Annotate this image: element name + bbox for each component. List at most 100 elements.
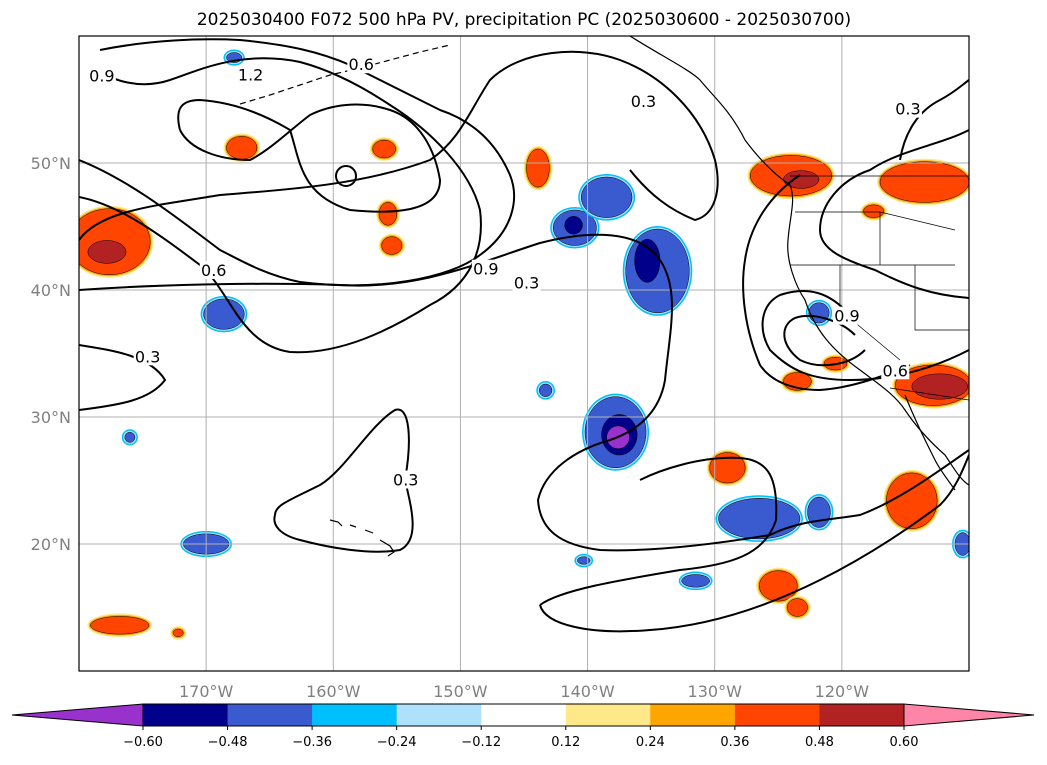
pv-contour-0-6 [79, 38, 515, 287]
precip-anomaly-cell [226, 136, 258, 160]
precip-anomaly-cell [87, 240, 127, 264]
contour-label-bg [391, 470, 420, 489]
colorbar-tick-label: −0.24 [377, 735, 417, 750]
political-borders [790, 175, 969, 401]
precip-anomaly-cell [681, 574, 710, 588]
contour-label: 0.3 [393, 471, 418, 490]
contour-label-bg [832, 306, 861, 325]
precip-anomaly-cell [539, 383, 553, 397]
pv-contour-0-3-northeast [899, 79, 969, 161]
contour-label: 0.9 [834, 307, 859, 326]
colorbar-tick-label: 0.12 [551, 735, 580, 750]
lon-tick-label: 160°W [306, 682, 361, 701]
precip-anomaly-cell [577, 556, 591, 565]
precip-anomaly-cell [886, 472, 938, 530]
pv-contour-0-9-outer [79, 57, 482, 354]
precip-anomaly-cell [172, 628, 184, 637]
contour-label-bg [893, 99, 922, 118]
pv-contour-0-3-coast [818, 129, 969, 299]
lat-tick-label: 50°N [31, 154, 71, 173]
pv-contour-0-3-coast-west [742, 174, 911, 392]
colorbar-segment [396, 704, 482, 726]
colorbar-segment [227, 704, 313, 726]
precip-anomaly-cell [783, 170, 820, 189]
precip-anomaly-cell [378, 202, 398, 226]
colorbar-extend-low [11, 703, 144, 727]
pv-contour-1-2 [335, 165, 357, 187]
contour-label: 0.6 [349, 55, 374, 74]
gridlines [79, 36, 969, 671]
precip-anomaly-cell [808, 302, 830, 324]
map-frame [78, 35, 970, 672]
pv-contour-0-9-inner [177, 98, 442, 213]
precip-anomaly-cell [372, 139, 396, 159]
precip-anomaly-cell [786, 598, 808, 617]
lon-tick-label: 140°W [560, 682, 615, 701]
contour-label: 0.3 [514, 274, 539, 293]
precip-anomaly-cell [634, 238, 661, 283]
pv-contours [79, 38, 969, 633]
colorbar-extend-high [903, 703, 1035, 727]
contour-label-bg [471, 259, 500, 278]
precip-anomaly-cell [580, 176, 633, 218]
colorbar-segment [734, 704, 820, 726]
pv-contour-0-9-coast [783, 314, 866, 367]
contour-label: 0.6 [883, 361, 908, 380]
figure-title: 2025030400 F072 500 hPa PV, precipitatio… [197, 10, 851, 30]
precip-anomaly-cell [381, 236, 403, 255]
precip-anomaly-cell [911, 373, 968, 400]
colorbar-tick-label: −0.36 [292, 735, 332, 750]
colorbar-tick-label: 0.24 [636, 735, 665, 750]
contour-label: 0.3 [631, 92, 656, 111]
contour-label-bg [199, 260, 228, 279]
colorbar-tick-label: −0.48 [208, 735, 248, 750]
contour-label-bg [87, 66, 116, 85]
lat-tick-label: 20°N [31, 535, 71, 554]
contour-label-bg [133, 347, 162, 366]
colorbar-tick-label: −0.60 [123, 735, 163, 750]
lon-tick-label: 170°W [179, 682, 234, 701]
contour-label-bg [881, 361, 910, 380]
precip-anomaly-cell [203, 298, 245, 330]
coastline-hawaii [329, 519, 395, 557]
pv-contour-0-3-west [79, 344, 167, 411]
contour-label: 0.3 [895, 100, 920, 119]
colorbar-segment [650, 704, 736, 726]
pv-contour-0-3-north [79, 50, 719, 241]
lon-tick-label: 150°W [433, 682, 488, 701]
pv-contour-0-3-tail [539, 454, 969, 633]
map-area: 0.9 1.2 0.6 0.3 0.3 0.6 0.9 0.3 0.3 0.3 0.9 0.6 [79, 36, 969, 671]
colorbar-segment [312, 704, 398, 726]
colorbar-tick-label: 0.36 [720, 735, 749, 750]
map-background [79, 36, 969, 671]
contour-label: 0.6 [201, 261, 226, 280]
precip-anomaly-cell [90, 616, 150, 635]
coastline-baja [904, 394, 956, 491]
contour-label-bg [347, 55, 376, 74]
axis-tick-labels: 170°W 160°W 150°W 140°W 130°W 120°W 20°N 30°N 40… [31, 154, 870, 701]
precip-anomaly-cell [758, 570, 798, 602]
colorbar-tick-label: −0.12 [461, 735, 501, 750]
contour-label: 0.9 [89, 67, 114, 86]
lon-tick-label: 120°W [815, 682, 870, 701]
precip-anomaly-cell [709, 452, 746, 484]
contour-label-bg [629, 92, 658, 111]
coastline-alaska-islands [239, 44, 451, 105]
precip-anomaly-cell [863, 204, 885, 218]
precip-anomaly-cell [564, 216, 583, 235]
lat-tick-label: 30°N [31, 408, 71, 427]
colorbar-frame [142, 703, 905, 727]
precip-anomaly-cell [124, 431, 136, 443]
lon-tick-label: 130°W [688, 682, 743, 701]
colorbar-tick-label: 0.60 [890, 735, 919, 750]
precip-anomaly-cell [879, 161, 969, 203]
colorbar-segment [481, 704, 567, 726]
colorbar-segment [819, 704, 905, 726]
colorbar: −0.60 −0.48 −0.36 −0.24 −0.12 0.12 0.24 0.36 0.4… [11, 703, 1035, 750]
contour-label-bg [236, 65, 265, 84]
border-usa-mexico [889, 387, 969, 401]
contour-label-bg [512, 273, 541, 292]
contour-label: 0.9 [473, 260, 498, 279]
contour-label: 0.3 [135, 347, 160, 366]
contour-labels: 0.9 1.2 0.6 0.3 0.3 0.6 0.9 0.3 0.3 0.3 0.9 0.6 [87, 55, 922, 490]
